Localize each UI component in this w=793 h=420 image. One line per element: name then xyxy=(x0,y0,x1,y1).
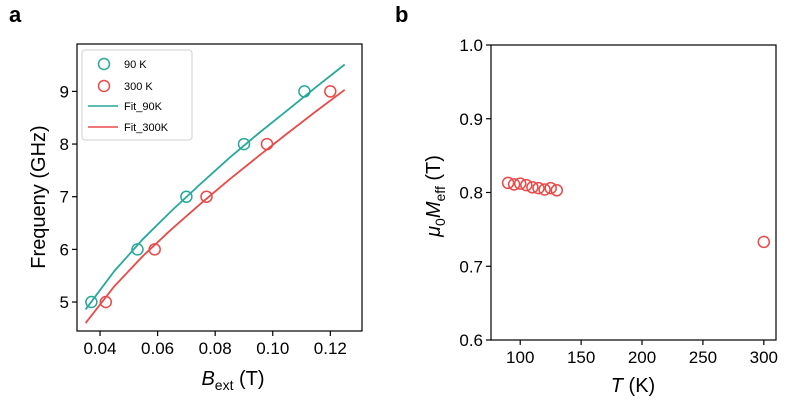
x-tick-label: 250 xyxy=(689,348,717,367)
y-tick-label: 1.0 xyxy=(459,36,483,55)
data-point-90-k-4 xyxy=(298,85,311,98)
data-point-m-eff-7 xyxy=(544,181,557,195)
chart-a-y-axis-label: Frequeny (GHz) xyxy=(28,125,50,268)
panel-label-a: a xyxy=(9,2,22,27)
panel-label-b: b xyxy=(395,2,408,27)
x-tick-label: 0.04 xyxy=(83,339,116,358)
x-tick-label: 0.10 xyxy=(256,339,289,358)
y-tick-label: 6 xyxy=(60,240,69,259)
y-tick-label: 5 xyxy=(60,293,69,312)
y-tick-label: 0.9 xyxy=(459,110,483,129)
series-line-fit-300k xyxy=(84,89,346,324)
chart-b-x-axis-label: T (K) xyxy=(611,375,655,397)
x-tick-label: 150 xyxy=(567,348,595,367)
chart-a-legend: 90 K 300 K Fit_90K Fit_300K xyxy=(81,49,193,141)
data-point-m-eff-6 xyxy=(538,183,551,196)
x-tick-label: 0.06 xyxy=(141,339,174,358)
y-tick-label: 0.8 xyxy=(459,184,483,203)
data-point-m-eff-4 xyxy=(526,181,539,194)
plot-frame xyxy=(76,43,363,332)
y-tick-label: 0.7 xyxy=(459,257,483,276)
data-point-300-k-4 xyxy=(324,85,337,98)
data-point-300-k-1 xyxy=(148,243,161,256)
x-tick-label: 200 xyxy=(628,348,656,367)
data-point-m-eff-5 xyxy=(532,181,545,195)
data-point-90-k-0 xyxy=(85,295,98,309)
legend-marker-300k xyxy=(97,79,111,93)
data-point-90-k-2 xyxy=(180,190,193,203)
data-point-m-eff-1 xyxy=(507,178,521,191)
data-point-90-k-1 xyxy=(131,243,144,256)
data-point-300-k-0 xyxy=(99,295,113,309)
series-line-fit-90k xyxy=(84,63,346,310)
data-point-m-eff-0 xyxy=(501,176,515,190)
x-tick-label: 0.08 xyxy=(199,339,232,358)
chart-b-y-axis-label: μ0Meff (T) xyxy=(423,155,448,238)
chart-b: 100 150 200 250 300 0.6 0.7 0.8 0.9 1.0 μ0Meff (T… xyxy=(423,36,778,397)
x-tick-label: 0.12 xyxy=(314,339,347,358)
legend-label-fit300k: Fit_300K xyxy=(124,122,169,134)
chart-a-plot-area: 0.04 0.06 0.08 0.10 0.12 5 6 7 8 9 xyxy=(60,43,363,358)
chart-a-x-axis-label: Bext (T) xyxy=(201,368,264,393)
y-tick-label: 9 xyxy=(60,82,69,101)
data-point-300-k-2 xyxy=(200,190,213,203)
x-tick-label: 100 xyxy=(506,348,534,367)
chart-b-plot-area: 100 150 200 250 300 0.6 0.7 0.8 0.9 1.0 xyxy=(459,36,778,367)
legend-box xyxy=(81,49,193,141)
y-tick-label: 8 xyxy=(60,135,69,154)
legend-label-90k: 90 K xyxy=(124,59,147,71)
data-point-m-eff-2 xyxy=(513,177,527,190)
legend-label-300k: 300 K xyxy=(124,81,153,93)
data-point-90-k-3 xyxy=(237,137,251,151)
data-point-m-eff-3 xyxy=(520,178,533,192)
legend-label-fit90k: Fit_90K xyxy=(124,101,163,113)
y-tick-label: 0.6 xyxy=(459,331,483,350)
x-tick-label: 300 xyxy=(750,348,778,367)
chart-a: 0.04 0.06 0.08 0.10 0.12 5 6 7 8 9 90 K 300 K Fit… xyxy=(28,43,363,393)
legend-marker-90k xyxy=(97,57,111,71)
data-point-m-eff-8 xyxy=(550,184,564,197)
data-point-300-k-3 xyxy=(260,137,274,151)
data-point-m-eff-9 xyxy=(757,235,771,249)
y-tick-label: 7 xyxy=(60,188,69,207)
